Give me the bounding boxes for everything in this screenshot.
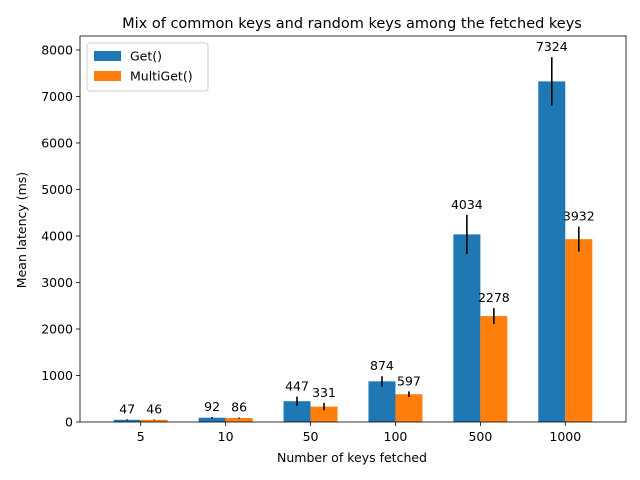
legend: Get() MultiGet(): [86, 42, 209, 92]
data-label: 7324: [536, 39, 568, 54]
data-label: 92: [204, 399, 220, 414]
bar: [453, 234, 481, 422]
bar: [538, 81, 566, 422]
y-tick-label: 5000: [41, 182, 73, 197]
y-tick-label: 4000: [41, 228, 73, 243]
bar: [310, 406, 338, 422]
x-tick-label: 500: [468, 429, 492, 444]
legend-label: MultiGet(): [130, 69, 193, 84]
data-label: 4034: [451, 197, 483, 212]
bar: [480, 316, 508, 422]
y-tick-label: 7000: [41, 89, 73, 104]
bar: [198, 417, 226, 422]
y-tick-label: 3000: [41, 275, 73, 290]
data-label: 597: [397, 373, 421, 388]
x-tick-label: 50: [303, 429, 319, 444]
data-label: 447: [285, 379, 309, 394]
bar: [368, 381, 396, 422]
legend-swatch: [94, 71, 121, 81]
y-axis: 0 1000 2000 3000 4000 5000 6000 7000 8000: [41, 42, 80, 430]
data-label: 874: [370, 358, 394, 373]
bar: [565, 239, 593, 422]
y-tick-label: 0: [65, 415, 73, 430]
data-label: 331: [312, 385, 336, 400]
y-tick-label: 8000: [41, 42, 73, 57]
x-tick-label: 10: [218, 429, 234, 444]
data-label: 2278: [478, 290, 510, 305]
bar: [140, 419, 168, 422]
axes-frame: [79, 35, 627, 423]
x-tick-label: 100: [384, 429, 408, 444]
data-label: 47: [119, 401, 135, 416]
x-axis: 5 10 50 100 500 1000: [137, 422, 581, 444]
bar: [283, 401, 311, 422]
plot-area: 47 92 447 874 4034 7324 46 86 331 597 2278 3932: [79, 35, 627, 423]
x-axis-label: Number of keys fetched: [277, 450, 427, 465]
bar: [225, 418, 253, 422]
legend-label: Get(): [130, 49, 162, 64]
bar: [113, 419, 141, 422]
data-label: 3932: [563, 209, 595, 224]
x-tick-label: 1000: [549, 429, 581, 444]
data-label: 46: [146, 401, 162, 416]
x-tick-label: 5: [137, 429, 145, 444]
y-tick-label: 6000: [41, 135, 73, 150]
y-tick-label: 2000: [41, 321, 73, 336]
data-label: 86: [231, 399, 247, 414]
bar: [395, 394, 423, 422]
chart-title: Mix of common keys and random keys among…: [122, 16, 582, 32]
y-tick-label: 1000: [41, 368, 73, 383]
legend-swatch: [94, 51, 121, 61]
y-axis-label: Mean latency (ms): [14, 172, 29, 288]
